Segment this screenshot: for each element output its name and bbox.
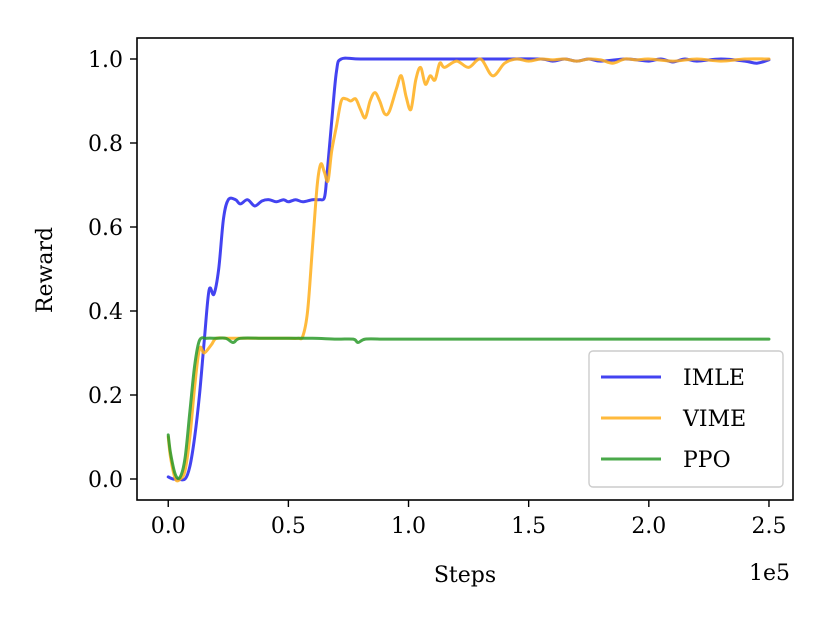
y-tick-label: 1.0 [88, 48, 123, 73]
y-axis-ticks: 0.0 0.2 0.4 0.6 0.8 1.0 [88, 48, 137, 493]
legend-label-vime: VIME [682, 407, 746, 432]
x-tick-label: 2.0 [631, 514, 666, 539]
series-line-vime [166, 57, 771, 483]
y-tick-label: 0.8 [88, 132, 123, 157]
x-axis-ticks: 0.0 0.5 1.0 1.5 2.0 2.5 [151, 500, 786, 539]
series-line-ppo [166, 336, 771, 480]
y-tick-label: 0.0 [88, 468, 123, 493]
legend-label-imle: IMLE [683, 366, 745, 391]
series-lines [166, 56, 771, 483]
legend-label-ppo: PPO [683, 448, 731, 473]
plot-frame [136, 37, 794, 501]
x-tick-label: 0.0 [151, 514, 186, 539]
x-tick-label: 2.5 [751, 514, 786, 539]
x-axis-offset-label: 1e5 [749, 561, 790, 586]
legend-box [588, 350, 784, 488]
legend: IMLE VIME PPO [588, 350, 784, 488]
x-tick-label: 1.0 [391, 514, 426, 539]
y-tick-label: 0.6 [88, 216, 123, 241]
x-axis-title: Steps [434, 563, 496, 588]
x-tick-label: 0.5 [271, 514, 306, 539]
y-axis-title: Reward [33, 227, 58, 313]
x-tick-label: 1.5 [511, 514, 546, 539]
y-tick-label: 0.4 [88, 300, 123, 325]
y-tick-label: 0.2 [88, 384, 123, 409]
